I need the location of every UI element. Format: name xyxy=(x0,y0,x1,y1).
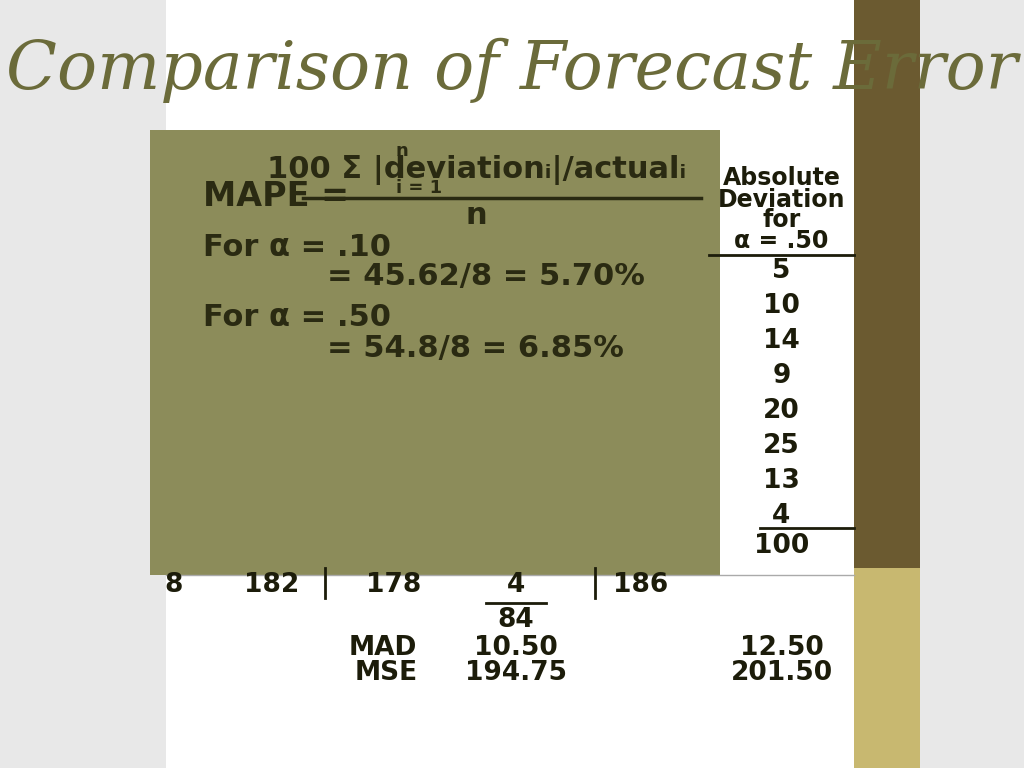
Text: 12.50: 12.50 xyxy=(739,635,823,661)
Text: 20: 20 xyxy=(763,398,800,424)
Text: = 54.8/8 = 6.85%: = 54.8/8 = 6.85% xyxy=(327,333,624,362)
Text: 14: 14 xyxy=(763,328,800,354)
Text: 10.50: 10.50 xyxy=(474,635,558,661)
Text: 194.75: 194.75 xyxy=(465,660,567,686)
Text: α = .50: α = .50 xyxy=(734,229,828,253)
Text: 5: 5 xyxy=(772,258,791,284)
Text: 13: 13 xyxy=(763,468,800,494)
Bar xyxy=(150,130,721,575)
Bar xyxy=(166,0,854,768)
Text: 84: 84 xyxy=(498,607,535,633)
Text: n: n xyxy=(395,142,409,160)
Text: 186: 186 xyxy=(612,572,668,598)
Text: MAPE =: MAPE = xyxy=(203,180,348,214)
Text: MAD: MAD xyxy=(349,635,418,661)
Text: n: n xyxy=(466,200,487,230)
Text: 182: 182 xyxy=(245,572,299,598)
Text: 25: 25 xyxy=(763,433,800,459)
Text: 201.50: 201.50 xyxy=(730,660,833,686)
Text: 100: 100 xyxy=(754,533,809,559)
Text: Comparison of Forecast Error: Comparison of Forecast Error xyxy=(6,38,1018,103)
Text: = 45.62/8 = 5.70%: = 45.62/8 = 5.70% xyxy=(327,261,645,290)
Text: For α = .10: For α = .10 xyxy=(203,233,390,263)
Text: MSE: MSE xyxy=(354,660,418,686)
Text: 178: 178 xyxy=(367,572,422,598)
Text: i = 1: i = 1 xyxy=(396,179,442,197)
Bar xyxy=(709,130,854,575)
Text: Absolute: Absolute xyxy=(723,166,841,190)
Text: 100 Σ |deviationᵢ|/actualᵢ: 100 Σ |deviationᵢ|/actualᵢ xyxy=(267,155,686,185)
Text: Deviation: Deviation xyxy=(718,188,845,212)
Bar xyxy=(854,568,921,768)
Text: 10: 10 xyxy=(763,293,800,319)
Text: 4: 4 xyxy=(507,572,525,598)
Text: 9: 9 xyxy=(772,363,791,389)
Text: 4: 4 xyxy=(772,503,791,529)
Text: 8: 8 xyxy=(164,572,182,598)
Bar xyxy=(854,0,921,588)
Text: For α = .50: For α = .50 xyxy=(203,303,390,333)
Text: for: for xyxy=(762,208,801,232)
